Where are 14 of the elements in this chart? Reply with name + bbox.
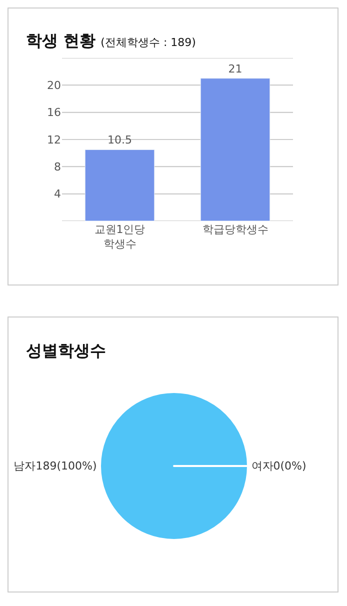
chart-subtitle: (전체학생수 : 189): [100, 36, 196, 49]
y-tick-label: 20: [47, 79, 61, 92]
y-tick-label: 12: [47, 133, 61, 146]
x-tick-label: 학급당학생수: [202, 223, 268, 236]
slice-label: 남자189(100%): [14, 460, 97, 472]
y-tick-label: 4: [54, 188, 61, 201]
data-label: 10.5: [108, 134, 132, 147]
category-label: 여자0(0%): [251, 460, 306, 472]
y-tick-label: 8: [54, 160, 61, 174]
y-tick-label: 16: [47, 106, 61, 120]
chart-title: 성별학생수: [26, 341, 106, 360]
data-label: 21: [228, 62, 242, 76]
chart-title: 학생 현황: [26, 31, 96, 50]
x-tick-label: 교원1인당 학생수: [94, 223, 146, 250]
